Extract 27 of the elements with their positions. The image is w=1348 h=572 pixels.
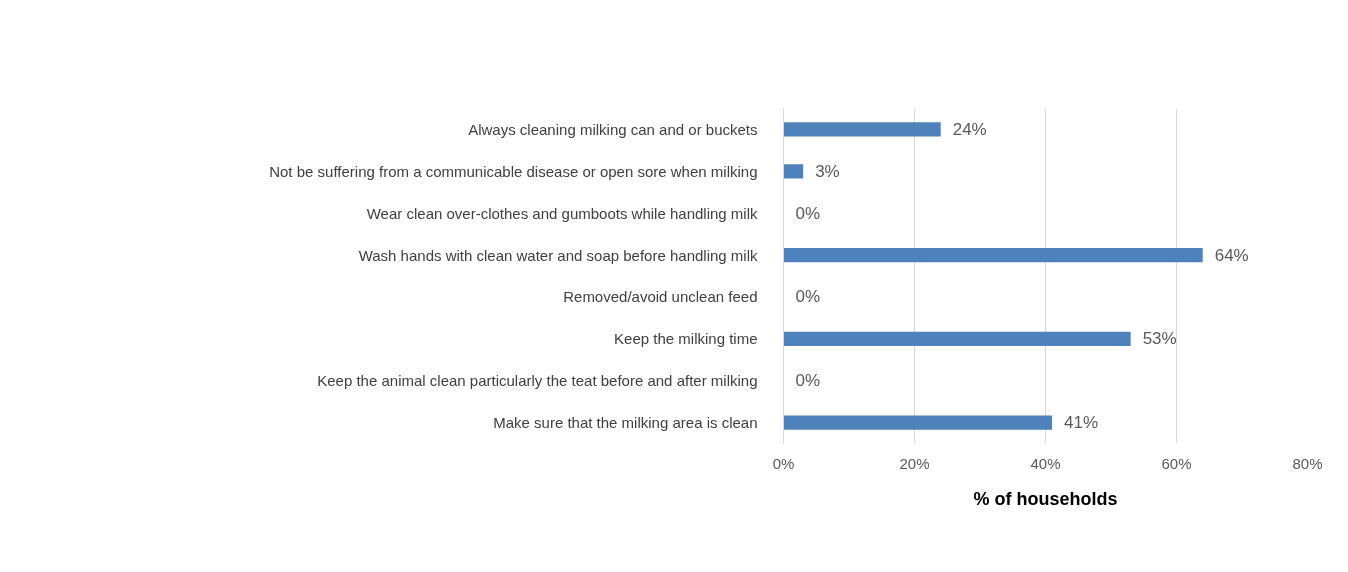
y-tick-label: Wear clean over-clothes and gumboots while handling milk [366, 204, 758, 222]
y-tick-label: Removed/avoid unclean feed [563, 288, 758, 306]
data-label: 0% [795, 371, 821, 391]
x-tick-label: 80% [1292, 454, 1323, 472]
data-label: 0% [795, 287, 821, 307]
y-tick-label: Keep the animal clean particularly the teat before and after milking [317, 372, 758, 390]
bar [783, 415, 1053, 430]
x-tick-label: 0% [772, 454, 795, 472]
bar [783, 164, 804, 179]
data-label: 0% [795, 203, 821, 223]
y-tick-label: Always cleaning milking can and or buckets [468, 120, 758, 138]
y-tick-label: Wash hands with clean water and soap before handling milk [358, 246, 758, 264]
y-tick-label: Make sure that the milking area is clean [493, 414, 758, 432]
data-label: 64% [1214, 245, 1249, 265]
bar [783, 247, 1203, 263]
x-tick-label: 60% [1161, 454, 1192, 472]
data-label: 3% [815, 161, 840, 181]
x-tick-label: 20% [899, 454, 930, 472]
bar [783, 331, 1131, 346]
y-tick-label: Not be suffering from a communicable disease or open sore when milking [269, 162, 758, 180]
data-label: 53% [1142, 329, 1177, 349]
x-tick-label: 40% [1030, 454, 1061, 472]
bar [783, 122, 941, 137]
y-tick-label: Keep the milking time [614, 330, 758, 348]
data-label: 24% [952, 119, 987, 139]
data-label: 41% [1064, 413, 1099, 433]
x-axis-title: % of households [973, 488, 1118, 509]
